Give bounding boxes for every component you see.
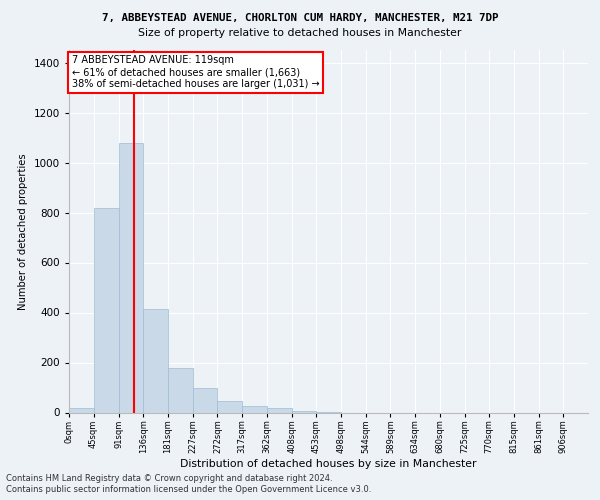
Bar (143, 309, 168, 412)
Text: Contains public sector information licensed under the Open Government Licence v3: Contains public sector information licen… (6, 485, 371, 494)
Bar (266, 408, 292, 412)
Bar (94, 208, 119, 412)
Bar (193, 388, 217, 412)
Bar (69, 408, 94, 412)
Y-axis label: Number of detached properties: Number of detached properties (18, 153, 28, 310)
Text: 7, ABBEYSTEAD AVENUE, CHORLTON CUM HARDY, MANCHESTER, M21 7DP: 7, ABBEYSTEAD AVENUE, CHORLTON CUM HARDY… (102, 12, 498, 22)
Bar (242, 406, 266, 412)
Bar (217, 400, 242, 412)
Text: 7 ABBEYSTEAD AVENUE: 119sqm
← 61% of detached houses are smaller (1,663)
38% of : 7 ABBEYSTEAD AVENUE: 119sqm ← 61% of det… (71, 56, 319, 88)
Text: Contains HM Land Registry data © Crown copyright and database right 2024.: Contains HM Land Registry data © Crown c… (6, 474, 332, 483)
X-axis label: Distribution of detached houses by size in Manchester: Distribution of detached houses by size … (180, 459, 477, 469)
Bar (292, 411, 316, 412)
Bar (168, 368, 193, 412)
Text: Size of property relative to detached houses in Manchester: Size of property relative to detached ho… (139, 28, 461, 38)
Bar (119, 142, 143, 412)
